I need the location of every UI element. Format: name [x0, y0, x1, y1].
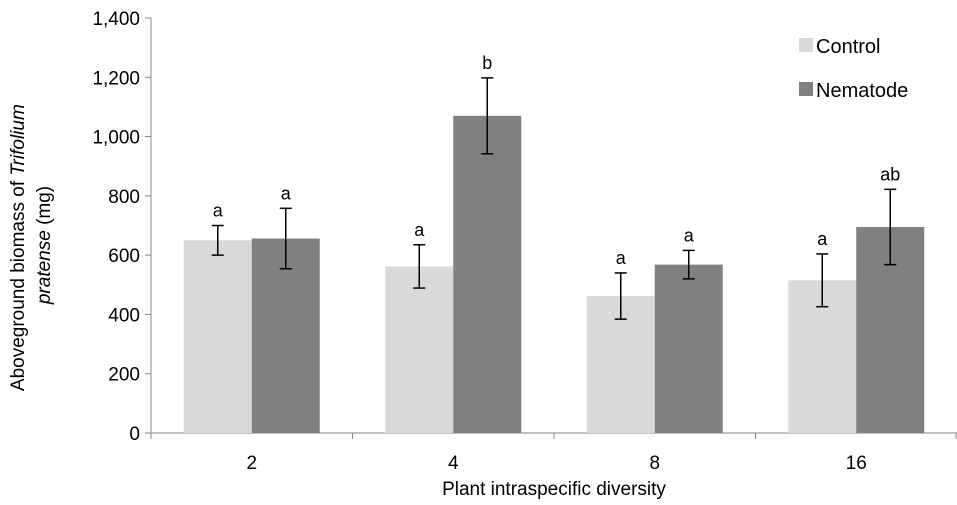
- bar-nematode: [453, 115, 522, 434]
- significance-letter: b: [482, 53, 492, 73]
- y-axis-title-prefix: Aboveground biomass of: [8, 176, 29, 391]
- bars: [183, 115, 925, 434]
- significance-letter: ab: [880, 164, 900, 184]
- y-tick-label: 1,400: [92, 9, 140, 30]
- error-bars: [211, 77, 897, 320]
- legend-swatch: [799, 82, 813, 96]
- y-tick-label: 400: [108, 305, 140, 326]
- legend-swatch: [799, 38, 813, 52]
- y-axis-title-unit: (mg): [34, 186, 55, 230]
- x-tick-label: 4: [448, 453, 459, 474]
- x-axis-title: Plant intraspecific diversity: [442, 479, 666, 500]
- y-tick-label: 800: [108, 187, 140, 208]
- x-tick-label: 2: [246, 453, 257, 474]
- significance-letter: a: [414, 220, 425, 240]
- significance-letter: a: [684, 225, 695, 245]
- y-tick-label: 1,200: [92, 68, 140, 89]
- bar-control: [183, 240, 252, 433]
- y-axis-title-line2: pratense (mg): [34, 186, 55, 305]
- y-axis-title-line1: Aboveground biomass of Trifolium: [8, 99, 29, 391]
- significance-letter: a: [817, 229, 828, 249]
- bar-nematode: [251, 238, 320, 433]
- x-tick-label: 8: [649, 453, 660, 474]
- legend-label: Nematode: [816, 80, 908, 102]
- bar-control: [385, 266, 454, 433]
- y-axis-title: Aboveground biomass of Trifolium pratens…: [8, 99, 55, 391]
- legend: Control Nematode: [799, 36, 908, 102]
- y-axis-title-genus: Trifolium: [8, 104, 29, 175]
- significance-letter: a: [616, 248, 627, 268]
- x-tick-label: 16: [846, 453, 867, 474]
- y-axis-title-epithet: pratense: [34, 230, 55, 305]
- significance-letter: a: [281, 183, 292, 203]
- significance-letter: a: [213, 201, 224, 221]
- legend-label: Control: [816, 36, 880, 58]
- y-tick-label: 0: [129, 424, 140, 445]
- bar-nematode: [654, 264, 723, 433]
- y-tick-label: 600: [108, 246, 140, 267]
- y-tick-label: 200: [108, 365, 140, 386]
- y-tick-label: 1,000: [92, 128, 140, 149]
